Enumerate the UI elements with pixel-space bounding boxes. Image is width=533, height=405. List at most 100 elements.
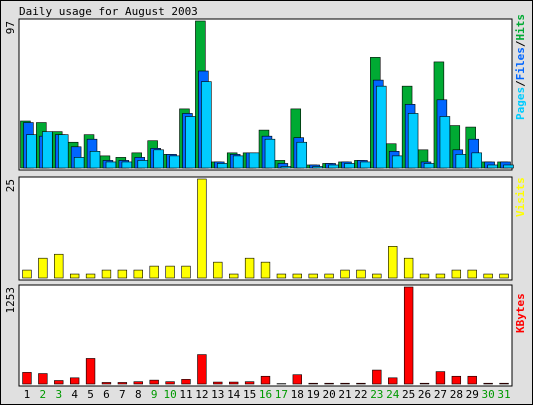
bar-kbytes-day-26 (419, 382, 430, 385)
bar-pages-day-2 (42, 131, 53, 169)
legend-part-2: Files (514, 47, 527, 80)
bar-pages-day-31 (503, 164, 514, 169)
bar-kbytes-day-22 (356, 382, 366, 385)
bar-kbytes-day-3 (54, 380, 64, 385)
bar-pages-day-3 (58, 134, 69, 169)
bar-visits-day-24 (388, 246, 398, 279)
bar-pages-day-7 (121, 161, 133, 169)
x-tick-label-day-7: 7 (119, 388, 126, 401)
bar-visits-day-2 (38, 257, 48, 279)
bar-visits-day-15 (244, 257, 255, 279)
x-tick-label-day-4: 4 (71, 388, 78, 401)
panel-hits-files-pages-ymax-label: 97 (4, 21, 17, 34)
x-tick-label-day-17: 17 (275, 388, 288, 401)
legend-part-3: / (514, 40, 527, 47)
x-tick-label-day-18: 18 (291, 388, 304, 401)
x-tick-label-day-9: 9 (151, 388, 158, 401)
bar-pages-day-8 (137, 160, 148, 169)
x-tick-label-day-22: 22 (354, 388, 367, 401)
bar-pages-day-11 (185, 116, 196, 169)
bar-pages-day-23 (376, 85, 387, 169)
x-tick-label-day-20: 20 (322, 388, 335, 401)
bar-visits-day-18 (292, 273, 302, 279)
bar-pages-day-6 (105, 161, 117, 169)
x-tick-label-day-29: 29 (466, 388, 479, 401)
bar-visits-day-11 (181, 265, 191, 279)
bar-kbytes-day-10 (165, 381, 175, 385)
bar-pages-day-12 (201, 81, 212, 169)
bar-kbytes-day-31 (499, 382, 509, 385)
bar-visits-day-13 (213, 261, 223, 279)
bar-visits-day-25 (403, 257, 414, 279)
bar-pages-day-1 (26, 134, 37, 169)
bar-visits-day-5 (85, 273, 96, 279)
bar-kbytes-day-12 (197, 354, 207, 385)
bar-pages-day-17 (280, 166, 292, 169)
bar-pages-day-16 (264, 138, 276, 169)
bar-visits-day-9 (149, 265, 159, 279)
bar-visits-day-20 (324, 273, 334, 279)
x-tick-label-day-5: 5 (87, 388, 94, 401)
bar-kbytes-day-6 (101, 382, 112, 385)
bar-visits-day-12 (197, 178, 207, 279)
x-tick-label-day-24: 24 (386, 388, 400, 401)
bar-pages-day-5 (89, 151, 101, 169)
bar-kbytes-day-27 (435, 371, 446, 385)
bar-visits-day-8 (133, 269, 143, 279)
bar-kbytes-day-24 (388, 377, 398, 385)
bar-visits-day-3 (54, 253, 64, 279)
bar-visits-day-30 (483, 273, 493, 279)
bar-kbytes-day-18 (292, 374, 302, 385)
bar-kbytes-day-11 (181, 379, 191, 385)
bar-pages-day-25 (407, 113, 419, 169)
bar-kbytes-day-20 (324, 382, 334, 385)
bar-kbytes-day-29 (467, 375, 477, 385)
bar-kbytes-day-13 (213, 381, 223, 385)
legend-visits: Visits (514, 177, 527, 217)
bar-visits-day-23 (372, 273, 382, 279)
panel-kbytes-ymax-label: 1253 (4, 287, 17, 314)
bar-kbytes-day-19 (308, 382, 318, 385)
x-tick-label-day-15: 15 (243, 388, 256, 401)
legend-part-1: / (514, 80, 527, 87)
x-tick-label-day-21: 21 (338, 388, 351, 401)
x-tick-label-day-3: 3 (55, 388, 62, 401)
bar-pages-day-9 (153, 149, 164, 169)
bar-kbytes-day-4 (69, 377, 80, 385)
bar-visits-day-10 (165, 265, 175, 279)
bar-visits-day-7 (117, 269, 128, 279)
legend-part-4: Hits (514, 14, 527, 41)
bar-pages-day-19 (312, 166, 323, 169)
bar-pages-day-21 (344, 163, 355, 169)
bar-visits-day-4 (69, 273, 80, 279)
x-tick-label-day-10: 10 (163, 388, 176, 401)
bar-kbytes-day-14 (229, 381, 239, 385)
x-tick-label-day-28: 28 (450, 388, 463, 401)
bar-pages-day-24 (391, 155, 403, 169)
bar-visits-day-29 (467, 269, 477, 279)
x-tick-label-day-6: 6 (103, 388, 110, 401)
bar-kbytes-day-7 (117, 382, 128, 385)
panel-kbytes-background (18, 284, 513, 387)
chart-title: Daily usage for August 2003 (19, 5, 198, 18)
bar-visits-day-21 (340, 269, 350, 279)
bar-visits-day-31 (499, 273, 509, 279)
bar-kbytes-day-16 (260, 375, 271, 385)
bar-visits-day-17 (276, 273, 287, 279)
bar-pages-day-27 (439, 116, 451, 169)
bar-kbytes-day-8 (133, 381, 143, 385)
bar-visits-day-1 (22, 269, 32, 279)
bar-visits-day-19 (308, 273, 318, 279)
x-tick-label-day-23: 23 (370, 388, 383, 401)
bar-kbytes-day-23 (372, 369, 382, 385)
bar-kbytes-day-1 (22, 372, 32, 385)
bar-visits-day-28 (451, 269, 462, 279)
legend-hits-files-pages: Pages/Files/Hits (514, 14, 527, 120)
bar-kbytes-day-30 (483, 382, 493, 385)
bar-visits-day-6 (101, 269, 112, 279)
bar-pages-day-14 (232, 155, 244, 169)
bar-pages-day-4 (73, 157, 85, 169)
x-tick-label-day-13: 13 (211, 388, 224, 401)
bar-pages-day-15 (248, 152, 260, 169)
